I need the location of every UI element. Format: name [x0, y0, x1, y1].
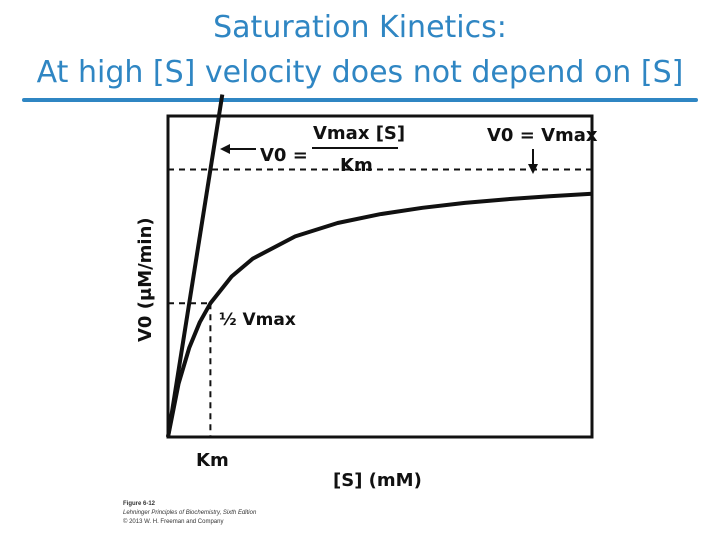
x-axis-label: [S] (mM): [333, 470, 422, 491]
slide-title-line1: Saturation Kinetics:: [213, 10, 507, 45]
y-axis-label: V0 (μM/min): [135, 217, 156, 342]
reference-lines: [168, 168, 592, 437]
vmax-equation-label: V0 = Vmax: [487, 125, 598, 146]
title-underline: [22, 98, 698, 102]
michaelis-menten-curve: [166, 191, 593, 438]
series-group: [166, 94, 593, 438]
slide-title-line2: At high [S] velocity does not depend on …: [36, 55, 684, 90]
figure-caption-source: Lehninger Principles of Biochemistry, Si…: [123, 510, 257, 516]
initial-rate-line: [166, 94, 225, 438]
figure-caption-copyright: © 2013 W. H. Freeman and Company: [123, 519, 224, 525]
mm-denominator-label: Km: [340, 155, 373, 176]
figure-caption-number: Figure 6-12: [123, 501, 156, 507]
half-vmax-label: ½ Vmax: [219, 310, 296, 330]
mm-numerator-label: Vmax [S]: [313, 123, 405, 144]
mm-lhs-label: V0 =: [260, 145, 308, 166]
arrow-to-initial-line-head: [220, 144, 230, 154]
km-label: Km: [196, 450, 229, 471]
plot-frame: [166, 114, 594, 439]
arrow-to-vmax-head: [528, 164, 538, 174]
